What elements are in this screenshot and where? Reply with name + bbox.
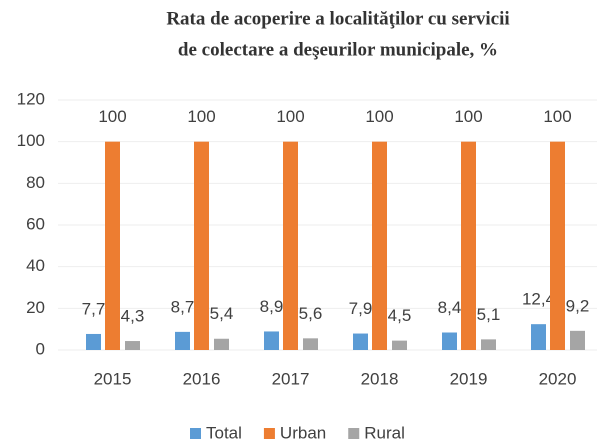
legend-swatch	[263, 428, 275, 439]
x-tick-label: 2017	[272, 369, 310, 388]
bar	[481, 339, 496, 350]
bar	[264, 331, 279, 350]
bar	[442, 332, 457, 350]
x-tick-label: 2020	[539, 369, 577, 388]
data-label: 100	[98, 107, 126, 126]
bar	[214, 338, 229, 350]
bar	[550, 141, 565, 350]
legend-label: Rural	[364, 423, 405, 442]
y-tick-label: 40	[26, 256, 45, 275]
bar	[392, 340, 407, 350]
bar	[105, 141, 120, 350]
y-tick-label: 100	[17, 131, 45, 150]
data-label: 7,9	[349, 299, 373, 318]
data-label: 8,9	[260, 297, 284, 316]
legend-label: Total	[206, 423, 242, 442]
legend-swatch	[190, 428, 201, 439]
x-tick-label: 2018	[361, 369, 399, 388]
bar	[570, 330, 585, 350]
y-tick-label: 80	[26, 173, 45, 192]
data-label: 5,6	[299, 304, 323, 323]
bar	[283, 141, 298, 350]
y-tick-label: 120	[17, 89, 45, 108]
chart-title: Rata de acoperire a localităţilor cu ser…	[166, 8, 509, 29]
y-tick-label: 60	[26, 214, 45, 233]
bar	[194, 141, 209, 350]
data-label: 4,3	[121, 307, 145, 326]
data-label: 5,4	[210, 304, 234, 323]
data-label: 4,5	[388, 306, 412, 325]
data-label: 12,4	[522, 290, 555, 309]
data-label: 100	[543, 107, 571, 126]
bar	[303, 338, 318, 350]
data-label: 8,7	[171, 297, 195, 316]
data-label: 100	[276, 107, 304, 126]
bar	[86, 333, 101, 350]
bar	[353, 333, 368, 350]
data-label: 8,4	[438, 298, 462, 317]
y-tick-label: 0	[36, 339, 45, 358]
x-tick-label: 2015	[94, 369, 132, 388]
data-label: 100	[187, 107, 215, 126]
bar	[461, 141, 476, 350]
data-label: 100	[454, 107, 482, 126]
data-label: 5,1	[477, 305, 501, 324]
chart-title: de colectare a deşeurilor municipale, %	[178, 39, 498, 60]
data-label: 7,7	[82, 299, 106, 318]
bar	[175, 331, 190, 350]
bar	[372, 141, 387, 350]
x-tick-label: 2016	[183, 369, 221, 388]
legend-swatch	[348, 428, 360, 439]
bar	[125, 341, 140, 350]
x-tick-label: 2019	[450, 369, 488, 388]
bar	[531, 324, 546, 350]
data-label: 9,2	[566, 296, 590, 315]
y-tick-label: 20	[26, 298, 45, 317]
legend-label: Urban	[280, 423, 326, 442]
data-label: 100	[365, 107, 393, 126]
